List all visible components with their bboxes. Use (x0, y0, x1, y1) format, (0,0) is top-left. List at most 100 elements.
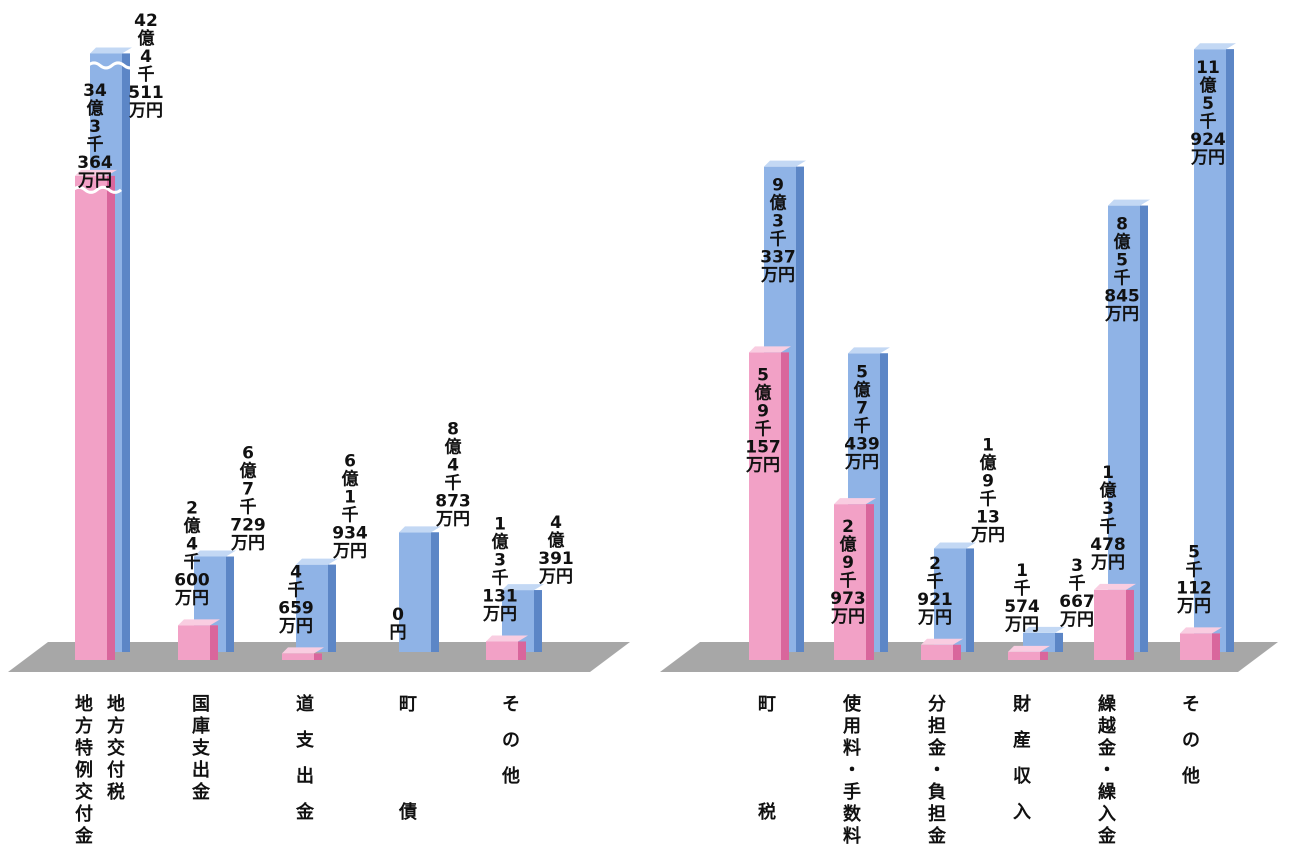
value-label-char: 934 (332, 524, 368, 544)
value-label-char: 2 (929, 554, 941, 574)
category-label-char: の (1182, 730, 1200, 751)
category-label-char: 数 (843, 803, 862, 825)
category-label-char: 料 (843, 825, 861, 847)
value-label-char: 億 (87, 98, 104, 119)
category-label-char: ・ (1098, 760, 1116, 781)
bar-blue (399, 526, 441, 652)
axis-break-mark (87, 61, 137, 70)
category-label: 分担金・負担金 (927, 694, 947, 847)
value-label-char: 千 (138, 65, 155, 85)
value-label-char: 973 (830, 589, 866, 609)
value-label-char: 8 (447, 419, 459, 439)
value-label-char: 億 (770, 193, 787, 214)
bar-pink-side (866, 504, 874, 660)
bar-pink-side (1126, 589, 1134, 660)
bar-pink-side (314, 653, 322, 660)
bar-pink-top (1008, 645, 1050, 652)
value-label-char: 391 (538, 549, 574, 569)
bar-pink-top (749, 346, 791, 353)
value-label-char: 364 (77, 153, 113, 173)
category-label-char: 出 (296, 765, 314, 787)
value-label-char: 千 (840, 571, 857, 591)
value-label-char: 億 (1100, 480, 1117, 501)
category-label-char: 負 (928, 781, 946, 803)
category-label-char: 町 (399, 694, 417, 715)
value-label-char: 千 (445, 473, 462, 493)
category-label-char: 金 (1097, 737, 1117, 759)
value-label-char: 万円 (1190, 148, 1225, 168)
value-label-char: 万円 (230, 534, 265, 554)
category-label: 町税 (758, 694, 776, 823)
value-label-char: 659 (278, 598, 314, 618)
value-label-char: 4 (447, 455, 459, 475)
value-label-char: 億 (138, 28, 155, 49)
value-label-char: 千 (492, 568, 509, 588)
value-label-char: 5 (757, 365, 769, 385)
value-label-char: 万円 (1176, 596, 1211, 616)
value-label-char: 万円 (77, 171, 112, 191)
category-label-char: 地 (107, 693, 125, 715)
value-label-char: 万円 (174, 588, 209, 608)
value-label-char: 億 (854, 379, 871, 400)
value-label-char: 千 (288, 580, 305, 600)
value-label-char: 574 (1004, 597, 1040, 617)
category-label-char: 債 (398, 801, 417, 823)
bar-blue (1194, 43, 1236, 653)
category-label-char: 越 (1097, 715, 1117, 737)
value-label-char: 万円 (970, 525, 1005, 545)
value-label-char: 112 (1176, 578, 1212, 598)
right-bar-chart: 9億3千337万円5億9千157万円5億7千439万円2億9千973万円1億9千… (660, 43, 1278, 847)
bar-pink-side (1040, 651, 1048, 660)
bar-blue-side (1226, 49, 1234, 653)
value-label-char: 万円 (435, 509, 470, 529)
bar-pink-side (953, 644, 961, 660)
category-label-char: そ (502, 694, 520, 715)
value-label-char: 万円 (538, 567, 573, 587)
category-label-char: 財 (1013, 693, 1031, 715)
bar-blue-side (328, 564, 336, 652)
value-label-char: 千 (1114, 269, 1131, 289)
value-label-char: 6 (344, 452, 356, 472)
value-label-char: 13 (976, 507, 1000, 527)
category-label-char: の (502, 730, 520, 751)
value-label-char: 511 (128, 83, 164, 103)
category-label-char: 庫 (192, 715, 210, 737)
category-label-char: 国 (192, 694, 210, 715)
bar-pink-top (178, 619, 220, 626)
value-label-char: 337 (760, 248, 796, 268)
value-label-char: 億 (980, 452, 997, 473)
value-label-char: 42 (134, 11, 158, 31)
value-label-char: 845 (1104, 287, 1140, 307)
value-label-char: 1 (1102, 463, 1114, 483)
bar-pink (178, 619, 220, 660)
bar-pink-top (1180, 627, 1222, 634)
value-label-char: 5 (1188, 542, 1200, 562)
category-label-char: 料 (843, 737, 861, 759)
bar-pink (75, 169, 117, 661)
bar-pink (1180, 627, 1222, 660)
category-label-char: 支 (295, 729, 315, 751)
bar-blue-top (934, 542, 976, 549)
category-label-char: 付 (107, 759, 125, 781)
value-label-char: 439 (844, 434, 880, 454)
value-label-char: 万円 (917, 608, 952, 628)
bar-pink-front (921, 644, 961, 660)
value-label-char: 729 (230, 516, 266, 536)
value-label-char: 億 (840, 534, 857, 555)
value-label-char: 1 (1016, 561, 1028, 581)
bar-blue-side (122, 53, 130, 652)
bar-pink-side (518, 641, 526, 660)
bar-blue-side (880, 353, 888, 652)
value-label-char: 万円 (278, 616, 313, 636)
